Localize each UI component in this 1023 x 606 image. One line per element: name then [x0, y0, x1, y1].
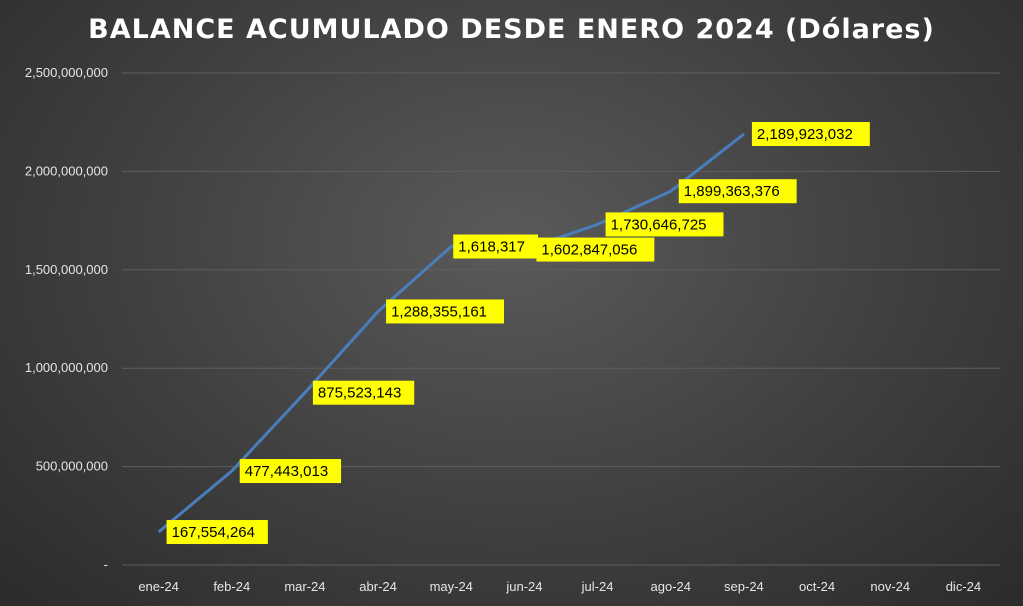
data-label: 1,602,847,056 — [541, 242, 637, 259]
data-label-box — [453, 234, 538, 259]
data-label: 477,443,013 — [245, 463, 328, 480]
x-tick-label: abr-24 — [359, 579, 397, 594]
x-tick-label: may-24 — [430, 579, 473, 594]
data-label: 1,730,646,725 — [611, 216, 707, 233]
data-labels: 167,554,264 477,443,013 875,523,143 1,288,3… — [166, 122, 870, 545]
x-tick-label: mar-24 — [284, 579, 325, 594]
y-tick-label: - — [104, 557, 108, 572]
data-label: 1,288,355,161 — [391, 303, 487, 320]
data-label: 167,554,264 — [172, 524, 255, 541]
gridlines — [122, 72, 1000, 566]
x-tick-label: ene-24 — [138, 579, 178, 594]
y-tick-label: 2,000,000,000 — [25, 163, 108, 178]
x-tick-label: jul-24 — [581, 579, 614, 594]
series-line-layer — [157, 132, 745, 534]
data-label-box — [312, 380, 415, 405]
x-tick-label: oct-24 — [799, 579, 835, 594]
x-tick-label: sep-24 — [724, 579, 764, 594]
x-tick-label: jun-24 — [505, 579, 542, 594]
data-label: 1,899,363,376 — [684, 183, 780, 200]
data-label-box — [605, 212, 724, 237]
data-label: 1,618,317 — [458, 239, 525, 256]
chart-title: BALANCE ACUMULADO DESDE ENERO 2024 (Dóla… — [88, 14, 935, 45]
data-label: 875,523,143 — [318, 385, 401, 402]
x-axis-ticks: ene-24 feb-24 mar-24 abr-24 may-24 jun-24 jul-… — [138, 579, 981, 594]
y-tick-label: 500,000,000 — [36, 459, 108, 474]
data-label-box — [536, 237, 655, 262]
data-label-box — [678, 179, 797, 204]
data-label-box — [386, 299, 504, 324]
x-tick-label: ago-24 — [651, 579, 691, 594]
data-label-box — [751, 122, 870, 147]
series-line — [157, 132, 745, 534]
y-axis-ticks: - 500,000,000 1,000,000,000 1,500,000,000 2,… — [25, 65, 108, 572]
data-label-box — [239, 459, 342, 484]
x-tick-label: nov-24 — [870, 579, 910, 594]
y-tick-label: 1,000,000,000 — [25, 360, 108, 375]
data-label-box — [166, 520, 268, 545]
y-tick-label: 1,500,000,000 — [25, 262, 108, 277]
x-tick-label: dic-24 — [946, 579, 981, 594]
y-tick-label: 2,500,000,000 — [25, 65, 108, 80]
x-tick-label: feb-24 — [213, 579, 250, 594]
data-label: 2,189,923,032 — [757, 126, 853, 143]
